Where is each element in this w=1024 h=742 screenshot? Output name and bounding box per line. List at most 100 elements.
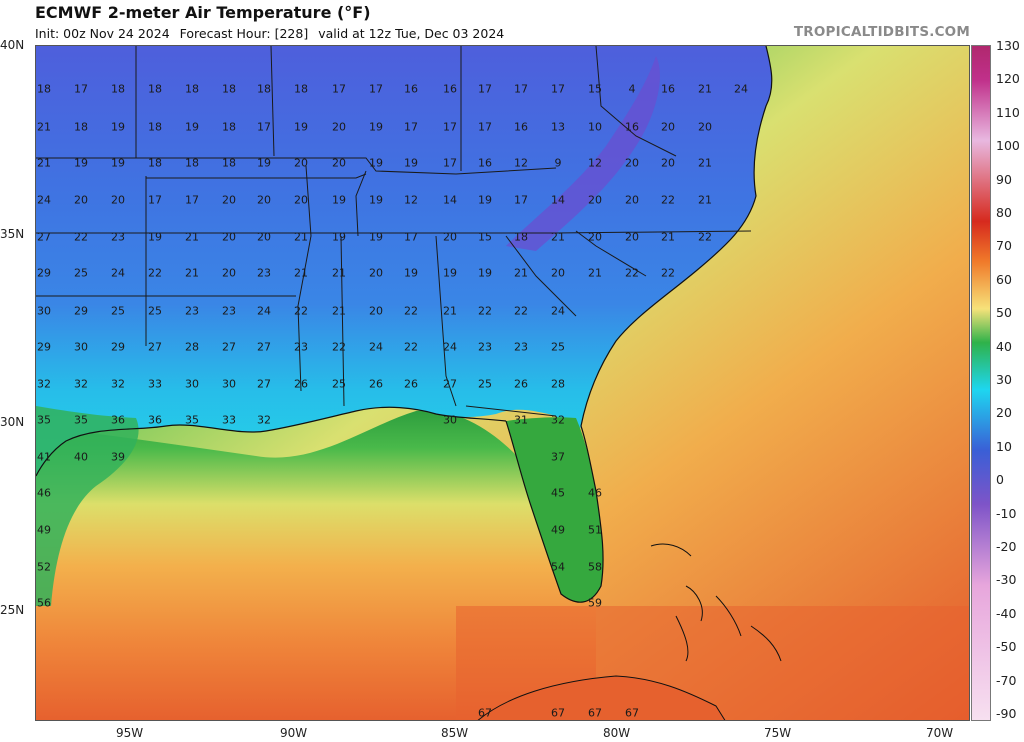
temperature-value: 22 xyxy=(148,266,162,280)
temperature-value: 4 xyxy=(628,82,636,96)
colorbar-label: 80 xyxy=(996,205,1012,220)
temperature-value: 20 xyxy=(222,193,236,207)
cuba-island xyxy=(477,675,726,720)
temperature-value: 18 xyxy=(148,120,162,134)
temperature-value: 32 xyxy=(551,413,565,427)
temperature-value: 18 xyxy=(294,82,308,96)
temperature-value: 27 xyxy=(257,377,271,391)
temperature-value: 16 xyxy=(404,82,418,96)
colorbar-label: 70 xyxy=(996,238,1012,254)
temperature-value: 20 xyxy=(222,230,236,244)
map-title: ECMWF 2-meter Air Temperature (°F) xyxy=(35,3,371,22)
temperature-value: 22 xyxy=(661,266,675,280)
temperature-value: 28 xyxy=(551,377,565,391)
temperature-value: 24 xyxy=(551,304,565,318)
temperature-value: 21 xyxy=(332,266,346,280)
temperature-value: 20 xyxy=(588,230,602,244)
temperature-value: 29 xyxy=(37,340,51,354)
temperature-value: 10 xyxy=(588,120,602,134)
temperature-value: 15 xyxy=(588,82,602,96)
temperature-value: 28 xyxy=(185,340,199,354)
temperature-value: 20 xyxy=(698,120,712,134)
temperature-value: 20 xyxy=(551,266,565,280)
temperature-value: 52 xyxy=(37,560,51,574)
temperature-value: 40 xyxy=(74,450,88,464)
temperature-value: 23 xyxy=(222,304,236,318)
temperature-value: 16 xyxy=(625,120,639,134)
temperature-value: 20 xyxy=(332,120,346,134)
temperature-value: 19 xyxy=(111,120,125,134)
temperature-value: 23 xyxy=(514,340,528,354)
temperature-value: 20 xyxy=(294,193,308,207)
temperature-value: 19 xyxy=(443,266,457,280)
temperature-value: 22 xyxy=(698,230,712,244)
colorbar-label: 90 xyxy=(996,171,1012,187)
map-subtitle: Init: 00z Nov 24 2024 Forecast Hour: [22… xyxy=(35,26,510,41)
temperature-value: 27 xyxy=(257,340,271,354)
temperature-value: 17 xyxy=(443,156,457,170)
temperature-value: 20 xyxy=(74,193,88,207)
temperature-value: 19 xyxy=(369,120,383,134)
temperature-value: 32 xyxy=(111,377,125,391)
temperature-value: 19 xyxy=(332,230,346,244)
temperature-value: 22 xyxy=(404,340,418,354)
temperature-value: 41 xyxy=(37,450,51,464)
temperature-value: 20 xyxy=(111,193,125,207)
temperature-value: 24 xyxy=(369,340,383,354)
temperature-value: 27 xyxy=(443,377,457,391)
temperature-value: 19 xyxy=(369,156,383,170)
temperature-value: 18 xyxy=(222,120,236,134)
temperature-value: 23 xyxy=(185,304,199,318)
lon-label-75w: 75W xyxy=(764,726,792,740)
temperature-value: 22 xyxy=(294,304,308,318)
temperature-value: 18 xyxy=(185,156,199,170)
temperature-value: 16 xyxy=(514,120,528,134)
temperature-value: 14 xyxy=(551,193,565,207)
temperature-value: 21 xyxy=(185,266,199,280)
temperature-value: 15 xyxy=(478,230,492,244)
temperature-value: 59 xyxy=(588,596,602,610)
temperature-value: 29 xyxy=(74,304,88,318)
lat-label-35n: 35N xyxy=(0,227,25,241)
temperature-value: 23 xyxy=(257,266,271,280)
map-canvas xyxy=(36,46,969,720)
temperature-value: 18 xyxy=(185,82,199,96)
temperature-value: 21 xyxy=(294,266,308,280)
temperature-value: 46 xyxy=(588,486,602,500)
temperature-value: 18 xyxy=(37,82,51,96)
temperature-value: 23 xyxy=(111,230,125,244)
temperature-value: 20 xyxy=(625,156,639,170)
colorbar-label: 20 xyxy=(996,405,1012,421)
colorbar-label: 110 xyxy=(996,104,1020,120)
colorbar-label: 120 xyxy=(996,71,1020,87)
valid-time: valid at 12z Tue, Dec 03 2024 xyxy=(318,26,505,41)
temperature-value: 27 xyxy=(148,340,162,354)
temperature-value: 16 xyxy=(661,82,675,96)
temperature-value: 21 xyxy=(661,230,675,244)
temperature-value: 24 xyxy=(37,193,51,207)
temperature-value: 21 xyxy=(514,266,528,280)
temperature-value: 46 xyxy=(37,486,51,500)
temperature-value: 17 xyxy=(551,82,565,96)
lon-label-90w: 90W xyxy=(280,726,308,740)
temperature-value: 19 xyxy=(294,120,308,134)
temperature-value: 51 xyxy=(588,523,602,537)
bahamas-islands xyxy=(650,543,782,662)
lon-label-80w: 80W xyxy=(603,726,631,740)
temperature-value: 20 xyxy=(332,156,346,170)
temperature-value: 12 xyxy=(588,156,602,170)
temperature-value: 29 xyxy=(37,266,51,280)
temperature-value: 31 xyxy=(514,413,528,427)
temperature-value: 56 xyxy=(37,596,51,610)
temperature-value: 22 xyxy=(332,340,346,354)
appalachian-cold-zone xyxy=(506,56,660,251)
temperature-value: 21 xyxy=(294,230,308,244)
temperature-value: 49 xyxy=(37,523,51,537)
temperature-value: 25 xyxy=(551,340,565,354)
temperature-value: 19 xyxy=(369,193,383,207)
temperature-value: 24 xyxy=(734,82,748,96)
lon-label-70w: 70W xyxy=(926,726,954,740)
temperature-value: 25 xyxy=(148,304,162,318)
temperature-value: 20 xyxy=(222,266,236,280)
temperature-value: 22 xyxy=(74,230,88,244)
